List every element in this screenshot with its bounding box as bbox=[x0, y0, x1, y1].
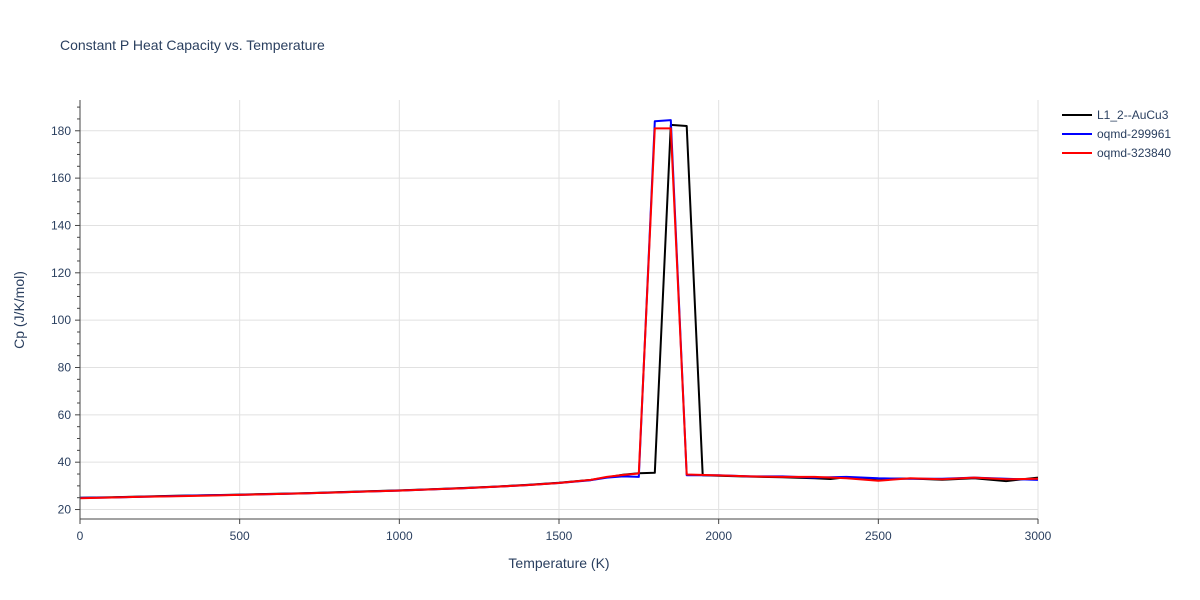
x-tick-label: 500 bbox=[230, 529, 250, 543]
x-tick-labels: 0 500 1000 1500 2000 2500 3000 bbox=[77, 529, 1052, 543]
series-line-oqmd-323840 bbox=[79, 127, 1039, 500]
legend-item[interactable]: L1_2--AuCu3 bbox=[1062, 108, 1169, 122]
y-tick-labels: 20 40 60 80 100 120 140 160 180 bbox=[51, 124, 71, 517]
legend-label: L1_2--AuCu3 bbox=[1097, 108, 1169, 122]
y-tick-label: 120 bbox=[51, 266, 71, 280]
axes bbox=[75, 100, 1039, 524]
x-tick-label: 2000 bbox=[705, 529, 732, 543]
y-axis-title: Cp (J/K/mol) bbox=[11, 271, 27, 349]
y-tick-label: 40 bbox=[58, 455, 72, 469]
y-tick-label: 20 bbox=[58, 503, 72, 517]
legend-label: oqmd-323840 bbox=[1097, 146, 1171, 160]
x-tick-label: 1000 bbox=[386, 529, 413, 543]
chart-title: Constant P Heat Capacity vs. Temperature bbox=[60, 37, 325, 53]
legend-label: oqmd-299961 bbox=[1097, 127, 1171, 141]
legend-item[interactable]: oqmd-299961 bbox=[1062, 127, 1171, 141]
series-layer bbox=[79, 119, 1039, 500]
y-tick-label: 80 bbox=[58, 360, 72, 374]
x-axis-title: Temperature (K) bbox=[508, 555, 609, 571]
y-tick-label: 140 bbox=[51, 218, 71, 232]
y-tick-label: 100 bbox=[51, 313, 71, 327]
y-tick-label: 60 bbox=[58, 408, 72, 422]
legend[interactable]: L1_2--AuCu3 oqmd-299961 oqmd-323840 bbox=[1062, 108, 1171, 160]
legend-item[interactable]: oqmd-323840 bbox=[1062, 146, 1171, 160]
grid bbox=[80, 100, 1039, 519]
x-tick-label: 3000 bbox=[1025, 529, 1052, 543]
y-tick-label: 160 bbox=[51, 171, 71, 185]
x-tick-label: 1500 bbox=[546, 529, 573, 543]
x-tick-label: 0 bbox=[77, 529, 84, 543]
x-tick-label: 2500 bbox=[865, 529, 892, 543]
y-tick-label: 180 bbox=[51, 124, 71, 138]
